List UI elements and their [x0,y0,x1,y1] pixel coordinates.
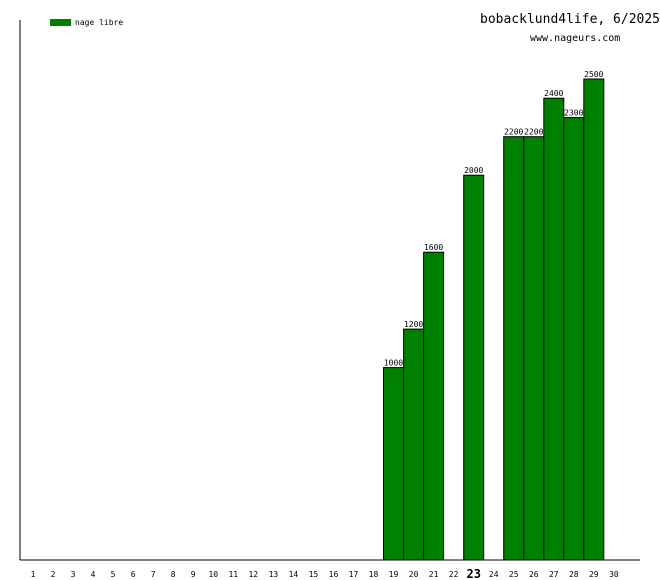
bar-day-25 [503,136,525,561]
x-tick-label-12: 12 [248,570,258,579]
x-tick-label-3: 3 [71,570,76,579]
chart-title: bobacklund4life, 6/2025 [480,12,660,27]
bar-value-label-day-27: 2400 [544,89,563,98]
bar-value-label-day-19: 1000 [384,359,403,368]
x-tick-label-1: 1 [31,570,36,579]
x-tick-label-11: 11 [228,570,238,579]
x-tick-label-25: 25 [509,570,519,579]
x-tick-labels: 1 2 3 4 5 6 7 8 9 10 11 12 13 14 15 16 17 18 19 20 21 22 23 24 2… [31,567,619,580]
legend-swatch [50,19,71,26]
x-tick-label-10: 10 [208,570,218,579]
x-tick-label-6: 6 [131,570,136,579]
bar-day-28 [563,117,585,561]
bar-day-19 [383,367,404,561]
x-tick-label-14: 14 [289,570,299,579]
x-tick-label-4: 4 [91,570,96,579]
bars-group: 1000 1200 1600 2000 2200 2200 2400 2300 2500 [383,70,605,561]
x-tick-label-27: 27 [549,570,559,579]
bar-day-27 [543,97,565,561]
x-tick-label-22: 22 [449,570,459,579]
x-tick-label-17: 17 [349,570,359,579]
x-tick-label-20: 20 [409,570,419,579]
x-tick-label-28: 28 [569,570,579,579]
bar-value-label-day-23: 2000 [464,166,483,175]
x-tick-label-2: 2 [51,570,56,579]
x-tick-label-7: 7 [151,570,156,579]
bar-value-label-day-26: 2200 [524,128,543,137]
x-tick-label-23: 23 [466,567,480,580]
x-tick-label-24: 24 [489,570,499,579]
x-tick-label-26: 26 [529,570,539,579]
x-tick-label-15: 15 [309,570,319,579]
bar-day-23 [463,174,485,561]
x-tick-label-13: 13 [269,570,279,579]
bar-value-label-day-29: 2500 [584,70,603,79]
legend: nage libre [50,18,123,27]
bar-value-label-day-21: 1600 [424,243,443,252]
bar-value-label-day-25: 2200 [504,128,523,137]
bar-day-20 [403,328,425,561]
bar-day-29 [583,78,605,561]
x-tick-label-29: 29 [589,570,599,579]
legend-label: nage libre [75,18,123,27]
x-tick-label-30: 30 [609,570,619,579]
x-tick-label-8: 8 [171,570,176,579]
x-tick-label-19: 19 [389,570,399,579]
site-label: www.nageurs.com [530,33,620,44]
bar-day-26 [523,136,545,561]
bar-day-21 [423,251,445,561]
x-tick-label-5: 5 [111,570,116,579]
bar-value-label-day-28: 2300 [564,109,583,118]
x-tick-label-9: 9 [191,570,196,579]
x-tick-label-21: 21 [429,570,439,579]
x-tick-label-18: 18 [369,570,379,579]
x-tick-label-16: 16 [329,570,339,579]
bar-value-label-day-20: 1200 [404,320,423,329]
